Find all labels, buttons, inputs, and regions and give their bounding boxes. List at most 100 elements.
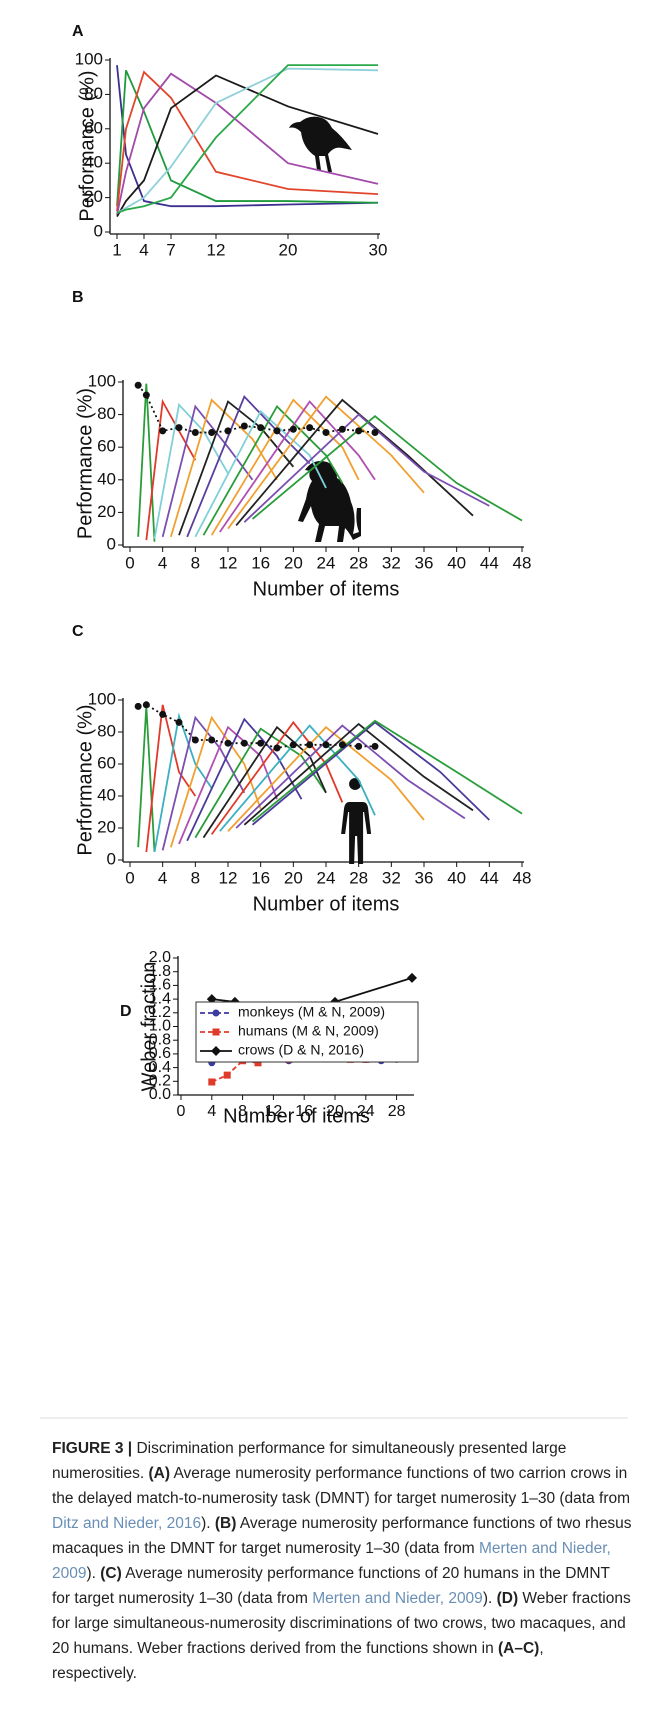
caption-bold: (B) [214, 1515, 237, 1532]
x-tick-label: 0 [125, 553, 134, 572]
x-tick-label: 24 [357, 1103, 375, 1120]
caption-text: ). [86, 1565, 101, 1582]
caption-text: , respectively. [52, 1640, 544, 1682]
y-tick-label: 100 [75, 49, 103, 68]
marker [134, 381, 142, 389]
marker [240, 739, 248, 747]
series-line [161, 404, 254, 538]
x-tick-label: 8 [191, 868, 200, 887]
marker [273, 427, 281, 435]
marker [175, 718, 183, 726]
y-axis-title: Performance (%) [74, 388, 96, 539]
series-line [219, 724, 376, 832]
panel-label: D [120, 1003, 132, 1020]
citation-link[interactable]: Merten and Nieder, 2009 [52, 1540, 611, 1582]
citation-link[interactable]: Merten and Nieder, 2009 [312, 1590, 483, 1607]
series-line [243, 413, 490, 523]
silhouette [298, 461, 361, 542]
y-tick-label: 20 [97, 817, 116, 836]
caption-bold: FIGURE 3 | [52, 1440, 133, 1457]
panel-label: B [72, 289, 84, 306]
y-tick-label: 1.0 [149, 1018, 171, 1035]
marker [224, 427, 232, 435]
y-tick-label: 60 [97, 437, 116, 456]
y-tick-label: 40 [97, 785, 116, 804]
x-tick-label: 32 [382, 553, 401, 572]
marker [371, 742, 379, 750]
series-line [116, 72, 379, 215]
y-tick-label: 1.4 [149, 990, 171, 1007]
x-tick-label: 40 [447, 868, 466, 887]
marker [407, 972, 417, 983]
marker [257, 424, 265, 432]
x-tick-label: 12 [265, 1103, 283, 1120]
x-tick-label: 16 [251, 553, 270, 572]
marker [306, 741, 314, 749]
x-tick-label: 16 [295, 1103, 313, 1120]
caption-text: ). [201, 1515, 215, 1532]
y-tick-label: 1.2 [149, 1004, 171, 1021]
series-line [153, 402, 229, 539]
caption-text: Discrimination performance for simultane… [52, 1440, 567, 1482]
y-tick-label: 40 [97, 469, 116, 488]
marker [273, 744, 281, 752]
series-line [227, 395, 425, 530]
y-tick-label: 0.2 [149, 1073, 171, 1090]
caption-text: Average numerosity performance functions… [52, 1465, 631, 1507]
marker [191, 429, 199, 437]
series-line [251, 719, 523, 823]
legend-box [195, 1001, 419, 1063]
marker [322, 741, 330, 749]
marker [142, 391, 150, 399]
x-tick-label: 8 [191, 553, 200, 572]
marker [371, 429, 379, 437]
series-line [227, 725, 425, 832]
y-tick-label: 0.8 [149, 1031, 171, 1048]
series-line [116, 67, 379, 214]
marker [159, 427, 167, 435]
legend-label: monkeys (M & N, 2009) [238, 1004, 385, 1020]
y-tick-label: 1.8 [149, 963, 171, 980]
x-tick-label: 0 [125, 868, 134, 887]
series-line [116, 70, 379, 212]
y-tick-label: 20 [97, 502, 116, 521]
y-tick-label: 0.0 [149, 1086, 171, 1103]
legend-marker [212, 1028, 220, 1036]
caption-bold: (A) [148, 1465, 171, 1482]
y-tick-label: 0 [107, 534, 116, 553]
x-tick-label: 28 [388, 1103, 406, 1120]
marker [191, 736, 199, 744]
y-tick-label: 100 [88, 689, 116, 708]
x-tick-label: 44 [480, 868, 499, 887]
y-tick-label: 2.0 [149, 949, 171, 966]
x-tick-label: 24 [317, 868, 336, 887]
citation-link[interactable]: Ditz and Nieder, 2016 [52, 1515, 202, 1532]
marker [289, 741, 297, 749]
y-tick-label: 100 [88, 371, 116, 390]
marker [338, 425, 346, 433]
x-tick-label: 12 [219, 868, 238, 887]
marker [254, 1059, 262, 1067]
x-tick-label: 28 [349, 868, 368, 887]
marker [208, 429, 216, 437]
silhouette [289, 116, 352, 172]
caption-bold: (A–C) [498, 1640, 540, 1657]
silhouette [341, 778, 372, 864]
x-tick-label: 36 [415, 868, 434, 887]
series-line [243, 722, 474, 826]
y-tick-label: 80 [84, 84, 103, 103]
caption-text: ). [482, 1590, 497, 1607]
x-tick-label: 48 [513, 553, 532, 572]
panel-label: C [72, 623, 84, 640]
series-line [186, 395, 311, 538]
marker [240, 422, 248, 430]
legend-label: humans (M & N, 2009) [238, 1023, 379, 1039]
caption-bold: (D) [496, 1590, 519, 1607]
x-tick-label: 4 [158, 868, 167, 887]
marker [134, 702, 142, 710]
x-axis-title: Number of items [253, 578, 400, 600]
y-axis-title: Performance (%) [74, 704, 96, 855]
series-line [137, 703, 375, 749]
series-line [116, 65, 379, 208]
